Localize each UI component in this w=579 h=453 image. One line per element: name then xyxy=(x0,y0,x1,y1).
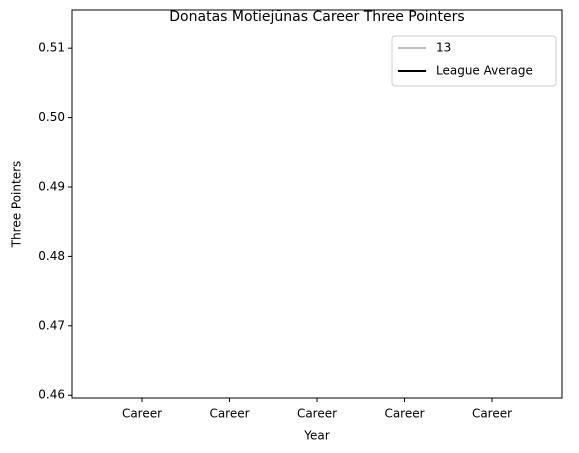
x-axis-label: Year xyxy=(303,429,329,443)
y-tick-label: 0.46 xyxy=(38,388,65,402)
y-tick-label: 0.49 xyxy=(38,179,65,193)
y-axis-label: Three Pointers xyxy=(10,161,24,249)
x-tick-label: Career xyxy=(472,407,512,421)
x-tick-label: Career xyxy=(122,407,162,421)
y-tick-label: 0.51 xyxy=(38,41,65,55)
y-tick-label: 0.47 xyxy=(38,318,65,332)
legend-label: 13 xyxy=(436,41,451,55)
x-tick-label: Career xyxy=(209,407,249,421)
y-tick-label: 0.48 xyxy=(38,249,65,263)
legend-box xyxy=(391,35,557,87)
y-tick-label: 0.50 xyxy=(38,110,65,124)
legend-label: League Average xyxy=(436,64,533,78)
chart-title: Donatas Motiejūnas Career Three Pointers xyxy=(169,9,464,25)
x-tick-label: Career xyxy=(384,407,424,421)
x-tick-label: Career xyxy=(297,407,337,421)
